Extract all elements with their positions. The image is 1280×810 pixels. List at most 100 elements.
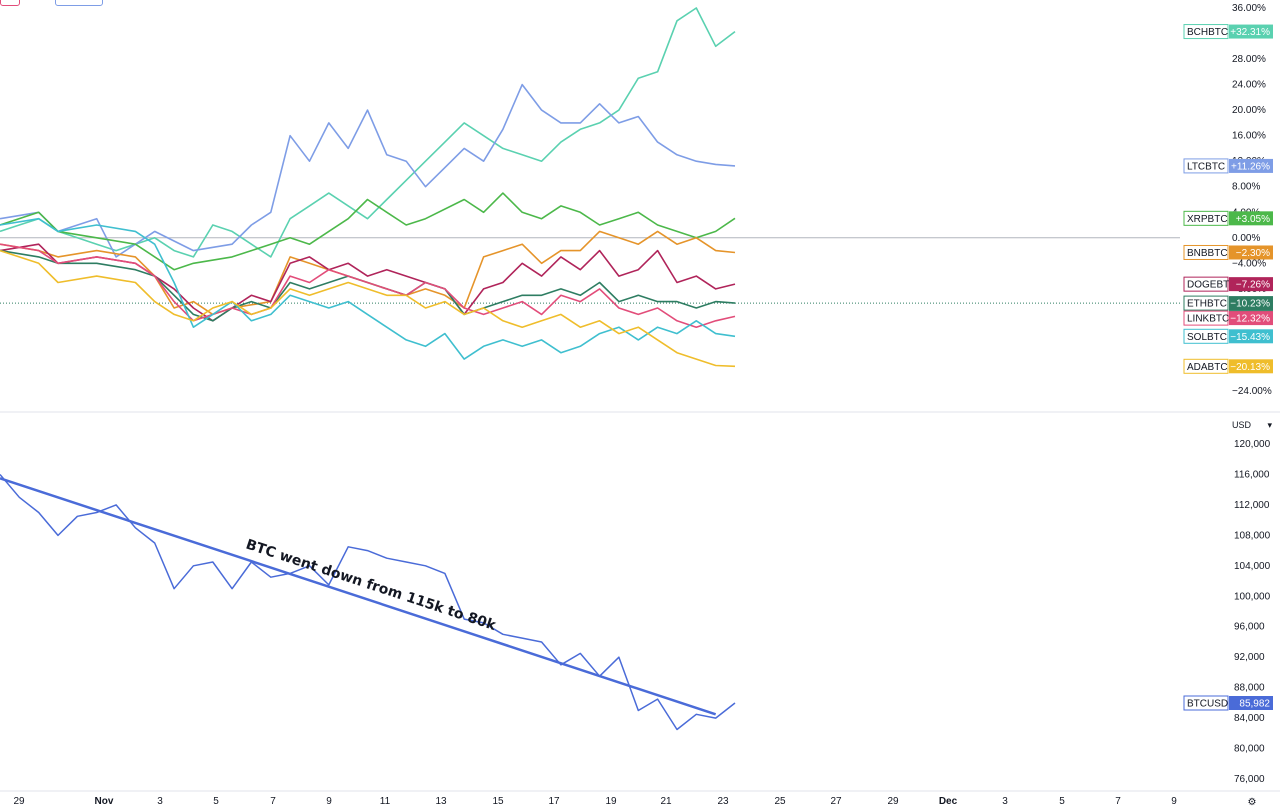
tag-name: LTCBTC <box>1187 161 1225 172</box>
tag-value: −20.13% <box>1230 362 1270 373</box>
currency-selector[interactable]: USD ▾ <box>1228 417 1276 433</box>
series-line-dogebtc <box>0 243 736 322</box>
currency-label: USD <box>1232 420 1252 430</box>
y-tick-label: −24.00% <box>1232 386 1272 397</box>
x-tick-label: 5 <box>213 796 219 807</box>
x-tick-label: 11 <box>380 796 391 807</box>
x-tick-label: 5 <box>1059 796 1065 807</box>
y-tick-label: 108,000 <box>1234 530 1271 541</box>
tag-name: LINKBTC <box>1187 314 1229 325</box>
tag-value: −12.32% <box>1230 314 1270 325</box>
x-tick-label: 13 <box>435 796 447 807</box>
y-tick-label: 112,000 <box>1234 500 1270 511</box>
tag-value-box <box>1229 311 1273 326</box>
series-line-adabtc <box>0 249 736 368</box>
gear-icon[interactable]: ⚙ <box>1248 797 1257 808</box>
price-tag-xrpbtc: XRPBTC +3.05% <box>1183 210 1273 226</box>
price-tag-linkbtc: LINKBTC −12.32% <box>1183 310 1273 326</box>
tag-value: +11.26% <box>1231 161 1270 172</box>
x-tick-label: 29 <box>13 796 25 807</box>
series-line-bchbtc <box>0 7 736 258</box>
bottom-pane: 120,000 116,000 112,000 108,000 104,000 100,0… <box>0 439 1273 785</box>
series-line-ltcbtc <box>0 83 736 258</box>
y-tick-label: 76,000 <box>1234 774 1265 785</box>
legend-chip-red[interactable] <box>0 0 20 6</box>
tag-value: −10.23% <box>1230 299 1270 310</box>
tag-name: BTCUSD <box>1187 699 1228 710</box>
tag-value-box <box>1229 277 1273 292</box>
trend-line <box>0 477 717 716</box>
tag-value: +3.05% <box>1236 214 1270 225</box>
x-tick-label: 3 <box>157 796 163 807</box>
series-line-xrpbtc <box>0 192 736 271</box>
x-tick-label: 7 <box>270 796 276 807</box>
x-tick-label: 19 <box>605 796 617 807</box>
tag-value-box <box>1229 329 1273 344</box>
tag-value-box <box>1229 245 1273 260</box>
price-tag-dogebtc: DOGEBTC −7.26% <box>1183 276 1273 292</box>
x-tick-label: 21 <box>660 796 672 807</box>
y-tick-label: 28.00% <box>1232 54 1266 65</box>
y-tick-label: 92,000 <box>1234 652 1265 663</box>
top-pane: 36.00%32.00%28.00%24.00%20.00%16.00%12.0… <box>0 3 1280 413</box>
tag-value-box <box>1229 158 1273 173</box>
price-tag-bchbtc: BCHBTC +32.31% <box>1183 24 1273 40</box>
x-tick-label: 7 <box>1115 796 1121 807</box>
tag-value-box <box>1229 211 1273 226</box>
tag-name: SOLBTC <box>1187 332 1227 343</box>
tag-value: +32.31% <box>1230 27 1270 38</box>
tag-name: DOGEBTC <box>1187 280 1236 291</box>
x-tick-label: 9 <box>326 796 332 807</box>
tag-name-box <box>1183 328 1229 344</box>
x-tick-label: 23 <box>717 796 729 807</box>
y-tick-label: −4.00% <box>1232 258 1266 269</box>
tag-name-box <box>1183 244 1229 260</box>
tag-value-box <box>1229 696 1273 711</box>
x-tick-label: Nov <box>95 796 114 807</box>
tag-name-box <box>1183 310 1229 326</box>
tag-value-box <box>1229 359 1273 374</box>
y-tick-label: 8.00% <box>1232 182 1260 193</box>
x-tick-label: 29 <box>887 796 899 807</box>
tag-value-box <box>1229 24 1273 39</box>
tag-value: −7.26% <box>1236 280 1270 291</box>
y-tick-label: 80,000 <box>1234 744 1265 755</box>
y-tick-label: 100,000 <box>1234 591 1271 602</box>
tag-name: BNBBTC <box>1187 248 1228 259</box>
price-tag-bnbbtc: BNBBTC −2.30% <box>1183 244 1273 260</box>
tag-name: XRPBTC <box>1187 214 1228 225</box>
legend-chip-blue[interactable] <box>55 0 103 6</box>
tag-name-box <box>1183 695 1229 711</box>
tag-name-box <box>1183 210 1229 226</box>
time-axis: 29 Nov 3 5 7 9 11 13 15 17 19 21 23 25 27 29 Dec 3 5 7 9 ⚙ <box>0 790 1280 808</box>
y-tick-label: 96,000 <box>1234 622 1265 633</box>
y-tick-label: 0.00% <box>1232 233 1260 244</box>
tag-name: BCHBTC <box>1187 27 1228 38</box>
y-tick-label: 88,000 <box>1234 683 1265 694</box>
tag-name-box <box>1183 24 1229 40</box>
y-tick-label: 104,000 <box>1234 561 1271 572</box>
x-tick-label: 15 <box>492 796 504 807</box>
price-tag-adabtc: ADABTC −20.13% <box>1183 358 1273 374</box>
price-tag-btcusd: BTCUSD 85,982 <box>1183 695 1273 711</box>
x-tick-label: 9 <box>1171 796 1177 807</box>
tag-name: ETHBTC <box>1187 299 1227 310</box>
tag-name-box <box>1183 158 1229 174</box>
y-tick-label: 24.00% <box>1232 80 1266 91</box>
tag-value-box <box>1229 296 1273 311</box>
series-line-linkbtc <box>0 243 736 328</box>
tag-name-box <box>1183 295 1229 311</box>
y-tick-label: 36.00% <box>1232 3 1266 14</box>
tag-value: −15.43% <box>1230 332 1270 343</box>
price-tag-ltcbtc: LTCBTC +11.26% <box>1183 158 1273 174</box>
x-tick-label: 3 <box>1002 796 1008 807</box>
y-tick-label: 20.00% <box>1232 105 1266 116</box>
y-tick-label: 16.00% <box>1232 131 1266 142</box>
y-tick-label: 116,000 <box>1234 469 1270 480</box>
tag-value: 85,982 <box>1239 699 1270 710</box>
y-tick-label: 120,000 <box>1234 439 1271 450</box>
tag-value: −2.30% <box>1236 248 1270 259</box>
price-tag-solbtc: SOLBTC −15.43% <box>1183 328 1273 344</box>
x-tick-label: Dec <box>939 796 958 807</box>
